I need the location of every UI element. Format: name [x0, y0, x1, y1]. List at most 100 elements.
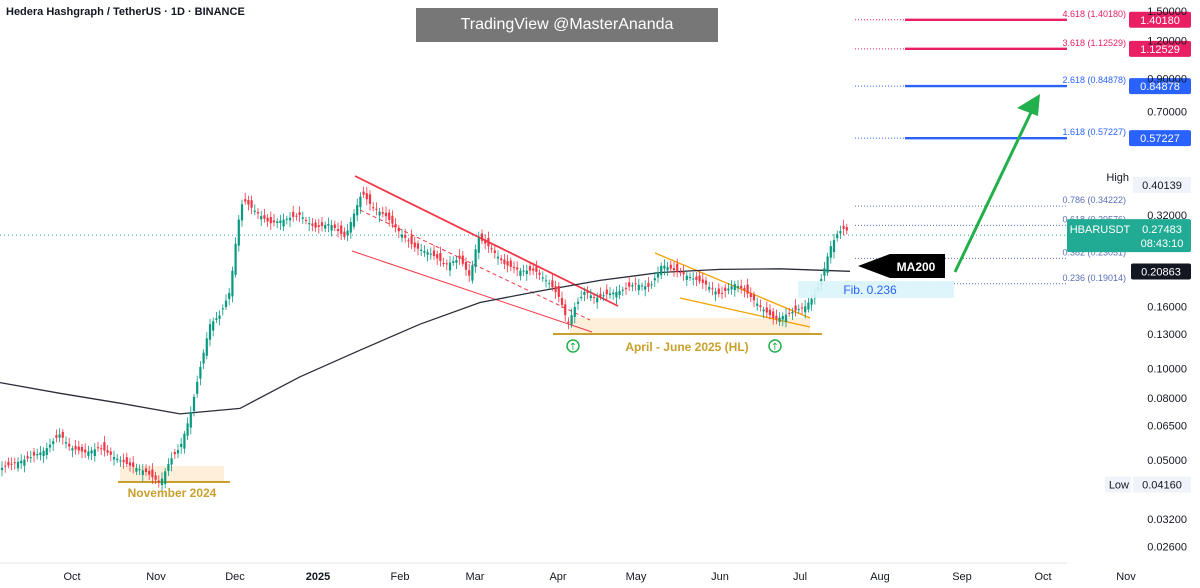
candle-body: [666, 267, 669, 271]
candle-body: [272, 220, 276, 223]
last-price-tag-bg: [1067, 219, 1191, 253]
candle-body: [320, 222, 324, 226]
candle-body: [685, 275, 688, 280]
y-tick-label: 0.05000: [1147, 455, 1187, 467]
candle-body: [362, 191, 365, 195]
fib-tag-bg-0: [1129, 11, 1191, 28]
candle-body: [160, 478, 164, 486]
y-tick-label: 0.06500: [1147, 421, 1187, 433]
y-tick-label: 1.50000: [1147, 6, 1187, 18]
candle-body: [333, 224, 336, 228]
candle-body: [756, 303, 759, 306]
candle-body: [132, 462, 135, 467]
candle-body: [567, 321, 570, 324]
fib-tag-bg-2: [1129, 78, 1191, 95]
candle-body: [564, 304, 567, 316]
candle-body: [288, 217, 292, 221]
candle-body: [493, 250, 496, 254]
candle-body: [71, 448, 74, 451]
y-tick-label: 0.32000: [1147, 210, 1187, 222]
candle-body: [570, 315, 573, 325]
candle-body: [378, 211, 381, 216]
candle-body: [644, 286, 647, 290]
fib-tag-3: 0.57227: [1140, 133, 1180, 145]
candle-body: [215, 318, 218, 320]
candle-body: [522, 270, 525, 272]
candle-body: [87, 451, 90, 456]
y-tick-label: 0.02600: [1147, 542, 1187, 554]
candle-body: [730, 286, 733, 290]
x-tick-label: 2025: [306, 571, 330, 583]
candle-body: [829, 246, 832, 258]
candle-body: [484, 239, 487, 244]
target-arrow-shaft: [953, 101, 1038, 273]
candle-body: [733, 284, 736, 291]
candle-body: [653, 278, 656, 281]
candle-body: [541, 277, 544, 279]
candle-body: [381, 212, 384, 214]
fib-tag-bg-1: [1129, 40, 1191, 57]
candle-body: [301, 217, 304, 219]
candle-body: [173, 452, 176, 455]
candle-body: [157, 480, 160, 483]
candle-body: [119, 460, 122, 462]
symbol-title: Hedera Hashgraph / TetherUS · 1D · BINAN…: [6, 6, 245, 18]
candle-body: [212, 321, 215, 331]
candle-body: [250, 200, 253, 208]
candle-body: [775, 315, 778, 319]
candle-body: [717, 288, 720, 294]
candle-body: [663, 265, 666, 269]
candle-body: [429, 253, 432, 255]
x-tick-label: Aug: [870, 571, 890, 583]
ma200-callout: [858, 254, 945, 278]
candle-body: [263, 215, 266, 219]
candle-body: [375, 208, 378, 210]
candle-body: [608, 293, 612, 296]
up-marker-1: [768, 339, 782, 353]
candle-body: [439, 253, 442, 261]
high-tag-bg: [1133, 177, 1191, 194]
candle-body: [573, 307, 576, 317]
candle-body: [445, 263, 448, 265]
candle-body: [90, 450, 93, 454]
candle-body: [496, 256, 500, 259]
candle-body: [468, 270, 471, 276]
candle-body: [452, 261, 455, 263]
fib-label-3: 1.618 (0.57227): [1062, 127, 1126, 137]
candle-body: [74, 446, 77, 450]
x-tick-label: May: [626, 571, 647, 583]
candle-body: [13, 462, 16, 464]
candle-body: [269, 216, 272, 224]
candle-body: [589, 295, 592, 299]
fib-label-1: 3.618 (1.12529): [1062, 38, 1126, 48]
candle-body: [720, 292, 724, 294]
fib-box-bg: [798, 281, 954, 298]
candle-body: [327, 223, 330, 226]
fib-label-2: 2.618 (0.84878): [1062, 75, 1126, 85]
ma200-label: MA200: [897, 260, 936, 274]
candle-body: [743, 287, 746, 291]
x-tick-label: Mar: [466, 571, 485, 583]
candle-body: [103, 442, 106, 451]
candle-body: [628, 282, 631, 287]
candle-body: [580, 296, 583, 299]
candle-body: [749, 293, 752, 298]
candle-body: [234, 243, 237, 275]
x-tick-label: Feb: [391, 571, 410, 583]
candle-body: [448, 262, 452, 271]
candle-body: [170, 458, 173, 465]
candle-body: [807, 302, 810, 310]
candle-body: [618, 291, 621, 295]
candle-body: [592, 296, 596, 298]
fib-box-label: Fib. 0.236: [843, 283, 897, 297]
candle-body: [144, 468, 148, 473]
candle-body: [154, 475, 157, 480]
candle-body: [576, 301, 580, 304]
candle-body: [308, 222, 311, 225]
candle-body: [544, 280, 548, 282]
candle-body: [295, 215, 298, 217]
fib-label-4: 0.786 (0.34222): [1062, 195, 1126, 205]
candle-body: [58, 434, 61, 438]
candle-body: [682, 271, 685, 275]
